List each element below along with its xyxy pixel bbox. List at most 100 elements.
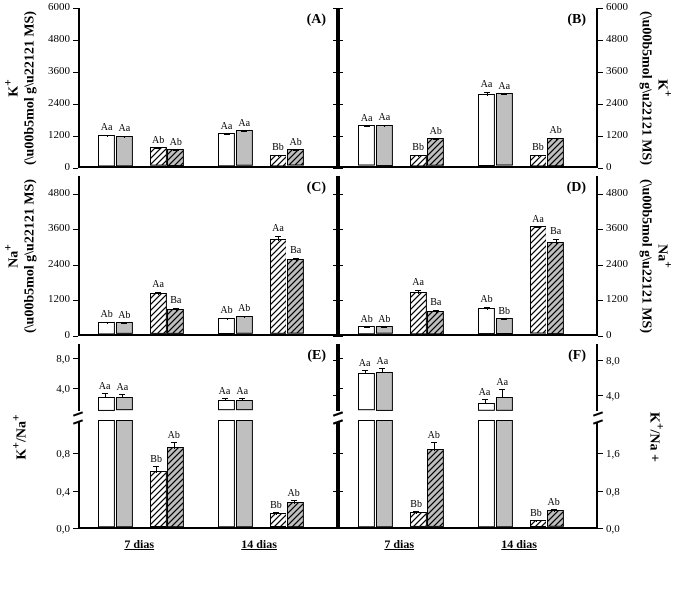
error-cap bbox=[224, 134, 230, 135]
y-tick-label: 0 bbox=[606, 161, 612, 173]
y-tick bbox=[73, 528, 78, 529]
y-tick bbox=[73, 136, 78, 137]
bar bbox=[496, 420, 513, 527]
error-cap bbox=[553, 239, 559, 240]
y-tick bbox=[598, 360, 603, 361]
bar-sig-label: Aa bbox=[114, 123, 134, 134]
y-tick bbox=[333, 336, 338, 337]
error-cap bbox=[551, 509, 557, 510]
bar bbox=[287, 502, 304, 527]
error-cap bbox=[104, 322, 110, 323]
y-tick-label: 1,6 bbox=[606, 448, 620, 460]
bar-sig-label: Aa bbox=[408, 277, 428, 288]
y-tick bbox=[333, 136, 338, 137]
y-tick bbox=[598, 265, 603, 266]
y-tick bbox=[73, 168, 78, 169]
bar-sig-label: Aa bbox=[234, 118, 254, 129]
error-bar bbox=[434, 443, 435, 451]
y-tick bbox=[333, 491, 338, 492]
plot-area-lower bbox=[78, 422, 338, 529]
error-cap bbox=[482, 399, 488, 400]
y-tick bbox=[73, 336, 78, 337]
bar bbox=[270, 239, 287, 334]
y-axis-label: Na+(\u00b5mol g\u22121 MS) bbox=[2, 179, 39, 333]
bar bbox=[427, 311, 444, 334]
x-category-label: 14 dias bbox=[219, 537, 299, 552]
error-bar bbox=[105, 394, 106, 396]
y-tick-label: 0 bbox=[65, 161, 71, 173]
bar bbox=[116, 397, 133, 410]
y-tick bbox=[333, 72, 338, 73]
bar-sig-label: Aa bbox=[372, 356, 392, 367]
y-tick bbox=[333, 300, 338, 301]
error-cap bbox=[241, 131, 247, 132]
y-axis-label: K+/Na+ bbox=[10, 414, 31, 459]
error-cap bbox=[119, 394, 125, 395]
error-cap bbox=[275, 236, 281, 237]
bar bbox=[167, 447, 184, 527]
bar-sig-label: Aa bbox=[148, 279, 168, 290]
bar-sig-label: Bb bbox=[406, 499, 426, 510]
y-tick-label: 1200 bbox=[48, 293, 70, 305]
error-cap bbox=[173, 308, 179, 309]
error-cap bbox=[362, 370, 368, 371]
bar-sig-label: Ba bbox=[426, 297, 446, 308]
error-bar bbox=[242, 398, 243, 400]
error-cap bbox=[484, 307, 490, 308]
bar-sig-label: Bb bbox=[266, 500, 286, 511]
error-cap bbox=[241, 316, 247, 317]
y-tick bbox=[598, 300, 603, 301]
y-tick-label: 3600 bbox=[48, 65, 70, 77]
plot-area: AbAbAaBaAbBbAaBa bbox=[338, 176, 598, 336]
y-tick bbox=[598, 528, 603, 529]
bar bbox=[410, 512, 427, 527]
error-bar bbox=[382, 369, 383, 372]
bar bbox=[358, 125, 375, 166]
bar bbox=[150, 471, 167, 527]
y-tick bbox=[73, 388, 78, 389]
figure: (A)K+(\u00b5mol g\u22121 MS)AaAaAbAbAaAa… bbox=[0, 0, 675, 616]
bar-sig-label: Ab bbox=[114, 310, 134, 321]
y-tick-label: 4,0 bbox=[56, 383, 70, 395]
y-tick-label: 0,0 bbox=[56, 523, 70, 535]
plot-area-upper bbox=[338, 344, 598, 411]
bar bbox=[530, 520, 547, 527]
y-tick-label: 2400 bbox=[606, 258, 628, 270]
bar bbox=[98, 397, 115, 411]
error-cap bbox=[364, 126, 370, 127]
y-tick-label: 2400 bbox=[606, 97, 628, 109]
bar-sig-label: Bb bbox=[146, 454, 166, 465]
bar bbox=[376, 420, 393, 527]
y-tick bbox=[598, 491, 603, 492]
bar bbox=[478, 94, 495, 166]
y-tick bbox=[338, 336, 343, 337]
y-tick bbox=[73, 453, 78, 454]
y-tick bbox=[333, 528, 338, 529]
y-tick bbox=[598, 168, 603, 169]
error-cap bbox=[239, 398, 245, 399]
y-tick-label: 0,8 bbox=[606, 486, 620, 498]
error-cap bbox=[275, 155, 281, 156]
error-cap bbox=[381, 327, 387, 328]
bar bbox=[236, 420, 253, 527]
error-cap bbox=[381, 125, 387, 126]
bar-sig-label: Aa bbox=[232, 386, 252, 397]
y-tick bbox=[333, 360, 338, 361]
error-cap bbox=[121, 136, 127, 137]
bar bbox=[218, 400, 235, 410]
bar bbox=[496, 93, 513, 166]
bar-sig-label: Aa bbox=[492, 377, 512, 388]
y-tick-label: 3600 bbox=[606, 65, 628, 77]
bar bbox=[547, 138, 564, 166]
y-tick-label: 8,0 bbox=[56, 353, 70, 365]
bar bbox=[496, 397, 513, 411]
y-tick bbox=[598, 229, 603, 230]
plot-area-lower bbox=[338, 422, 598, 529]
bar bbox=[358, 420, 375, 527]
bar bbox=[270, 513, 287, 527]
y-tick bbox=[333, 194, 338, 195]
y-tick bbox=[73, 300, 78, 301]
error-bar bbox=[156, 467, 157, 474]
plot-area: AbAbAaBaAbAbAaBa bbox=[78, 176, 338, 336]
bar-sig-label: Aa bbox=[112, 382, 132, 393]
